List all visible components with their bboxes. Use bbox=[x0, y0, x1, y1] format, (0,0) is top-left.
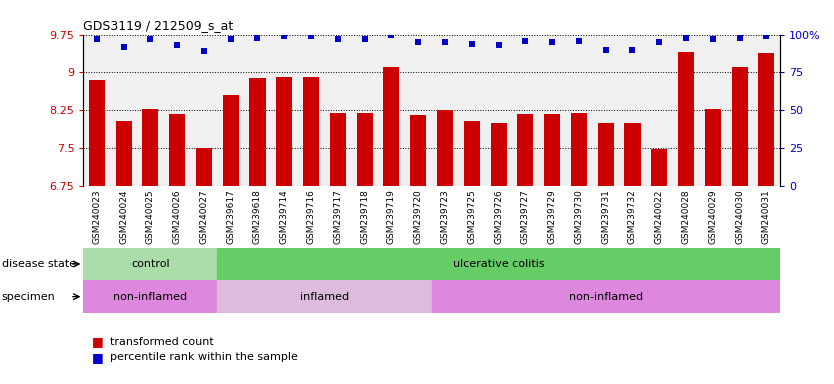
Bar bbox=[169, 114, 185, 186]
Point bbox=[90, 36, 103, 42]
Point bbox=[384, 31, 398, 38]
Text: disease state: disease state bbox=[2, 259, 76, 269]
Bar bbox=[116, 121, 132, 186]
Bar bbox=[276, 76, 292, 186]
Bar bbox=[758, 53, 775, 186]
Point bbox=[706, 36, 720, 42]
Point bbox=[117, 44, 130, 50]
Bar bbox=[83, 248, 218, 280]
Point bbox=[304, 33, 318, 39]
Text: ■: ■ bbox=[92, 351, 103, 364]
Bar bbox=[303, 76, 319, 186]
Text: specimen: specimen bbox=[2, 291, 55, 302]
Point bbox=[572, 38, 585, 44]
Point bbox=[224, 36, 238, 42]
Point bbox=[170, 42, 183, 48]
Bar bbox=[464, 121, 480, 186]
Bar bbox=[432, 280, 780, 313]
Point bbox=[519, 38, 532, 44]
Bar bbox=[196, 148, 212, 186]
Point bbox=[545, 39, 559, 45]
Bar bbox=[357, 113, 373, 186]
Point bbox=[760, 33, 773, 39]
Text: ■: ■ bbox=[92, 335, 103, 348]
Text: transformed count: transformed count bbox=[110, 337, 214, 347]
Bar bbox=[731, 68, 747, 186]
Text: non-inflamed: non-inflamed bbox=[569, 291, 643, 302]
Bar bbox=[143, 109, 158, 186]
Bar bbox=[437, 111, 453, 186]
Point bbox=[680, 35, 693, 41]
Text: non-inflamed: non-inflamed bbox=[113, 291, 188, 302]
Bar bbox=[544, 114, 560, 186]
Point bbox=[626, 47, 639, 53]
Bar bbox=[705, 109, 721, 186]
Point bbox=[358, 36, 371, 42]
Bar bbox=[83, 280, 218, 313]
Point bbox=[733, 35, 746, 41]
Point bbox=[198, 48, 211, 54]
Point bbox=[331, 36, 344, 42]
Point bbox=[143, 36, 157, 42]
Bar bbox=[88, 80, 105, 186]
Point bbox=[652, 39, 666, 45]
Bar bbox=[651, 149, 667, 186]
Bar bbox=[517, 114, 534, 186]
Bar bbox=[384, 68, 399, 186]
Text: inflamed: inflamed bbox=[300, 291, 349, 302]
Bar bbox=[598, 123, 614, 186]
Text: GDS3119 / 212509_s_at: GDS3119 / 212509_s_at bbox=[83, 19, 234, 32]
Bar bbox=[249, 78, 265, 186]
Text: percentile rank within the sample: percentile rank within the sample bbox=[110, 352, 298, 362]
Point bbox=[465, 41, 479, 47]
Text: control: control bbox=[131, 259, 169, 269]
Bar bbox=[678, 52, 694, 186]
Point bbox=[411, 39, 425, 45]
Bar bbox=[625, 123, 641, 186]
Point bbox=[439, 39, 452, 45]
Bar bbox=[223, 95, 239, 186]
Bar bbox=[329, 113, 346, 186]
Point bbox=[492, 42, 505, 48]
Point bbox=[251, 35, 264, 41]
Bar bbox=[218, 248, 780, 280]
Point bbox=[278, 33, 291, 39]
Text: ulcerative colitis: ulcerative colitis bbox=[453, 259, 545, 269]
Point bbox=[599, 47, 612, 53]
Bar bbox=[218, 280, 432, 313]
Bar bbox=[570, 113, 587, 186]
Bar bbox=[410, 115, 426, 186]
Bar bbox=[490, 123, 506, 186]
